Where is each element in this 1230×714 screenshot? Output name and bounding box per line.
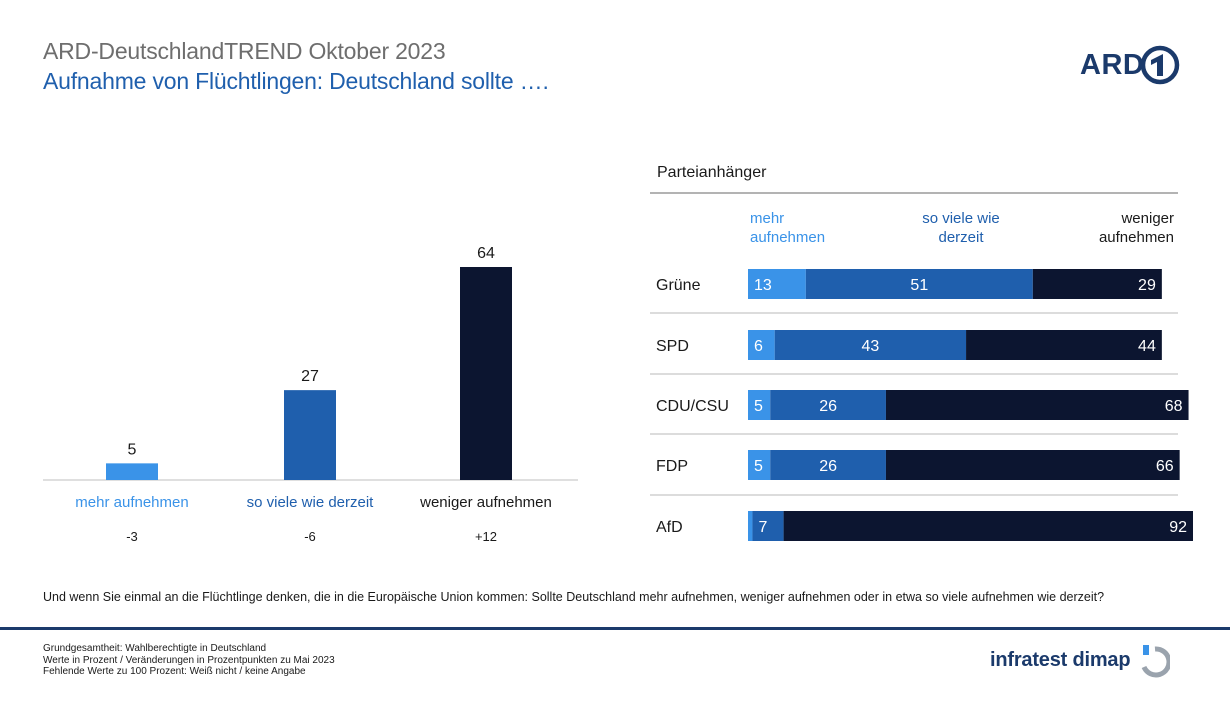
segment-label: 5 (754, 458, 763, 475)
party-label: CDU/CSU (656, 398, 729, 415)
segment-label: 7 (758, 519, 767, 536)
stacked-segment (748, 330, 775, 360)
party-label: FDP (656, 458, 688, 475)
stacked-segment (885, 450, 1180, 480)
infratest-logo-text: infratest dimap (990, 649, 1131, 671)
column-header-line: mehr (750, 210, 785, 227)
stacked-segment (1032, 269, 1162, 299)
infratest-logo: infratest dimap (990, 645, 1190, 685)
survey-question: Und wenn Sie einmal an die Flüchtlinge d… (43, 590, 1105, 604)
segment-label: 13 (754, 277, 772, 294)
overall-bar-chart: 5 mehr aufnehmen -3 27 so viele wie derzeit -… (43, 245, 578, 544)
column-header-line: weniger (1121, 210, 1174, 227)
overall-chart: 5 mehr aufnehmen -3 27 so viele wie derzeit -… (43, 245, 578, 544)
column-header-line: derzeit (938, 229, 984, 246)
segment-label: 51 (910, 277, 928, 294)
segment-label: 44 (1138, 338, 1156, 355)
stacked-segment (774, 330, 967, 360)
segment-label: 29 (1138, 277, 1156, 294)
segment-label: 92 (1169, 519, 1187, 536)
data-label: 27 (301, 368, 319, 385)
page-subtitle: Aufnahme von Flüchtlingen: Deutschland s… (43, 68, 549, 94)
party-label: AfD (656, 519, 683, 536)
stacked-segment (748, 269, 806, 299)
stacked-segment (966, 330, 1162, 360)
footnote-line: Werte in Prozent / Veränderungen in Proz… (43, 654, 335, 666)
category-label: mehr aufnehmen (75, 494, 188, 511)
party-label: SPD (656, 338, 689, 355)
category-label: weniger aufnehmen (419, 494, 552, 511)
stacked-segment (748, 450, 771, 480)
segment-label: 26 (819, 458, 837, 475)
bar (460, 267, 512, 480)
change-label: +12 (475, 529, 497, 544)
column-header-soviele: so viele wie derzeit (900, 209, 1022, 247)
page-title: ARD-DeutschlandTREND Oktober 2023 (43, 38, 446, 64)
segment-label: 26 (819, 398, 837, 415)
footnote-line: Fehlende Werte zu 100 Prozent: Weiß nich… (43, 666, 306, 677)
column-header-weniger: weniger aufnehmen (1060, 209, 1174, 247)
footer-divider (0, 627, 1230, 630)
segment-label: 66 (1156, 458, 1174, 475)
stacked-segment (748, 390, 771, 420)
party-chart-title: Parteianhänger (657, 164, 767, 181)
column-header-line: so viele wie (922, 210, 1000, 227)
infratest-emblem-icon (1141, 645, 1170, 678)
column-header-line: aufnehmen (1098, 229, 1174, 246)
stacked-segment (885, 390, 1189, 420)
footnotes: Grundgesamtheit: Wahlberechtigte in Deut… (43, 643, 335, 678)
stacked-segment (770, 450, 886, 480)
category-label: so viele wie derzeit (247, 494, 375, 511)
stacked-segment (752, 511, 784, 541)
data-label: 64 (477, 245, 495, 262)
ard-one-icon (1140, 45, 1180, 85)
column-header-line: aufnehmen (750, 229, 826, 246)
change-label: -6 (304, 529, 316, 544)
stacked-segment (770, 390, 886, 420)
bar (284, 390, 336, 480)
party-label: Grüne (656, 277, 701, 294)
stacked-segment (748, 511, 753, 541)
ard-logo-text: ARD (1080, 49, 1145, 81)
stacked-segment (783, 511, 1193, 541)
segment-label: 6 (754, 338, 763, 355)
bar (106, 463, 158, 480)
segment-label: 5 (754, 398, 763, 415)
segment-label: 43 (861, 338, 879, 355)
segment-label: 68 (1165, 398, 1183, 415)
change-label: -3 (126, 529, 138, 544)
stacked-segment (805, 269, 1033, 299)
column-header-mehr: mehr aufnehmen (750, 209, 860, 247)
ard-logo: ARD (1080, 42, 1184, 90)
footnote-line: Grundgesamtheit: Wahlberechtigte in Deut… (43, 643, 267, 654)
data-label: 5 (128, 441, 137, 458)
